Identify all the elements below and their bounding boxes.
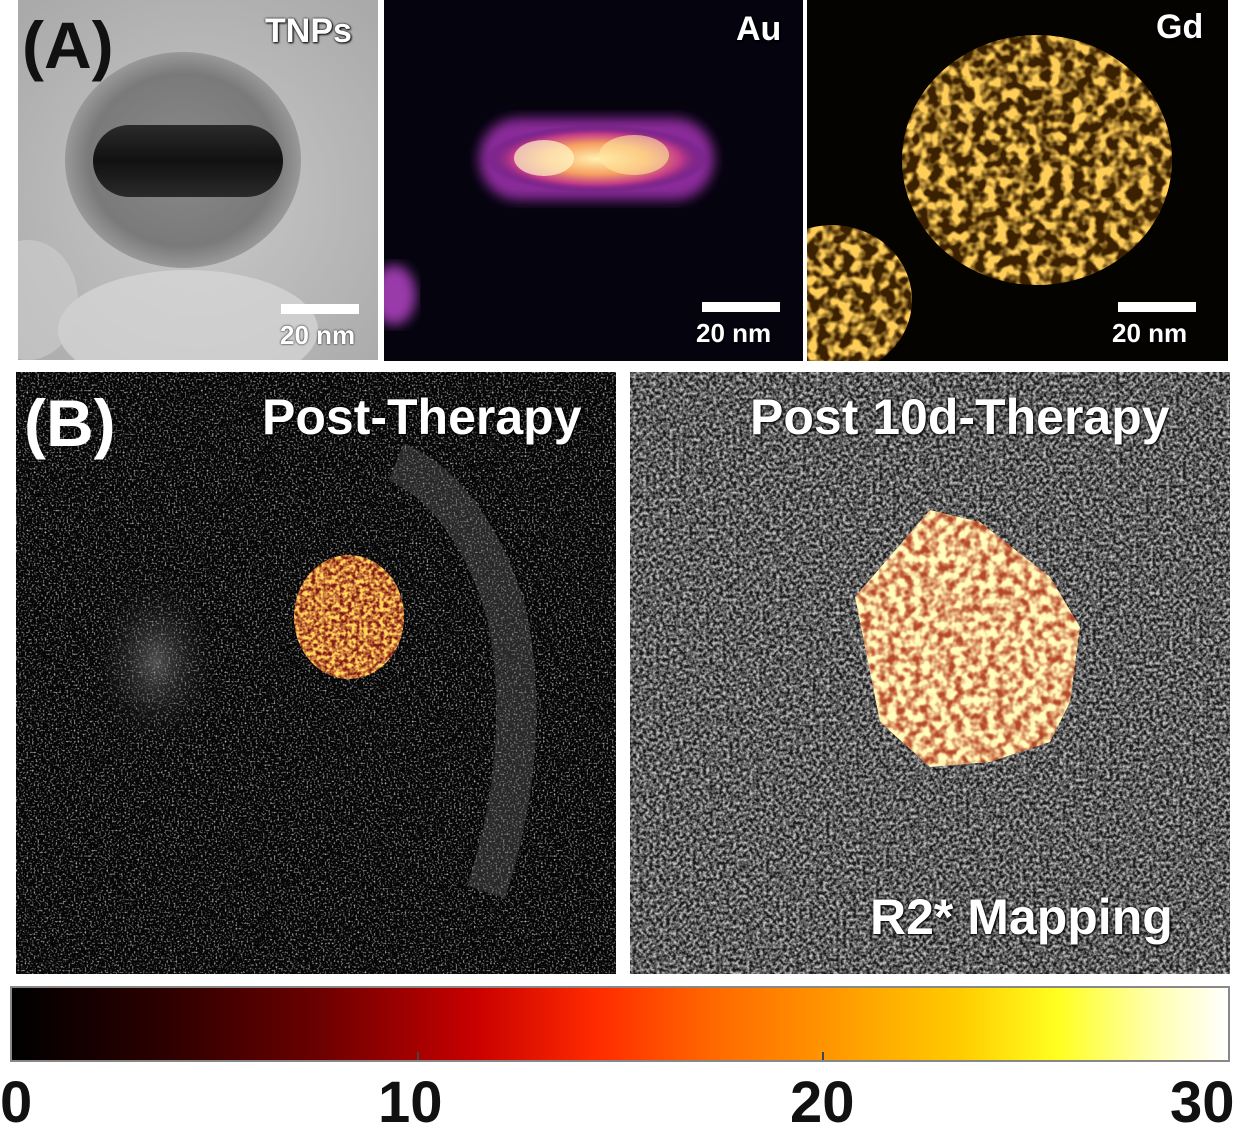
post-10d-therapy-map-panel	[630, 372, 1230, 974]
colorbar-tick-10: 10	[378, 1070, 443, 1135]
au-map-title: Au	[736, 10, 782, 48]
colorbar-tick-mark-20	[822, 1052, 824, 1060]
gd-map-image	[807, 35, 1172, 361]
r2-mapping-label: R2* Mapping	[870, 889, 1173, 945]
au-map-panel	[384, 0, 803, 361]
au-scale-label: 20 nm	[696, 318, 772, 348]
colorbar-tick-0: 0	[0, 1070, 33, 1135]
gd-scale-bar	[1118, 302, 1196, 312]
tem-image-title: TNPs	[265, 12, 352, 50]
panel-b-label: (B)	[24, 386, 116, 460]
gd-scale-label: 20 nm	[1112, 318, 1188, 348]
post-therapy-map-panel	[16, 372, 616, 974]
post-10d-therapy-title: Post 10d-Therapy	[750, 389, 1170, 445]
panel-a-label: (A)	[22, 8, 114, 82]
colorbar	[10, 986, 1230, 1062]
gd-map-panel	[807, 0, 1228, 361]
au-map-image	[384, 118, 714, 325]
tem-scale-bar	[281, 304, 359, 314]
au-scale-bar	[702, 302, 780, 312]
tem-image-panel	[18, 0, 378, 360]
post-therapy-title: Post-Therapy	[262, 389, 582, 445]
post-therapy-map-image	[16, 372, 616, 974]
post-10d-therapy-map-image	[630, 372, 1230, 974]
tem-scale-label: 20 nm	[280, 320, 356, 350]
colorbar-tick-20: 20	[790, 1070, 855, 1135]
gd-map-title: Gd	[1156, 8, 1204, 46]
tem-image	[18, 0, 378, 360]
colorbar-tick-mark-10	[417, 1052, 419, 1060]
colorbar-tick-30: 30	[1170, 1070, 1235, 1135]
